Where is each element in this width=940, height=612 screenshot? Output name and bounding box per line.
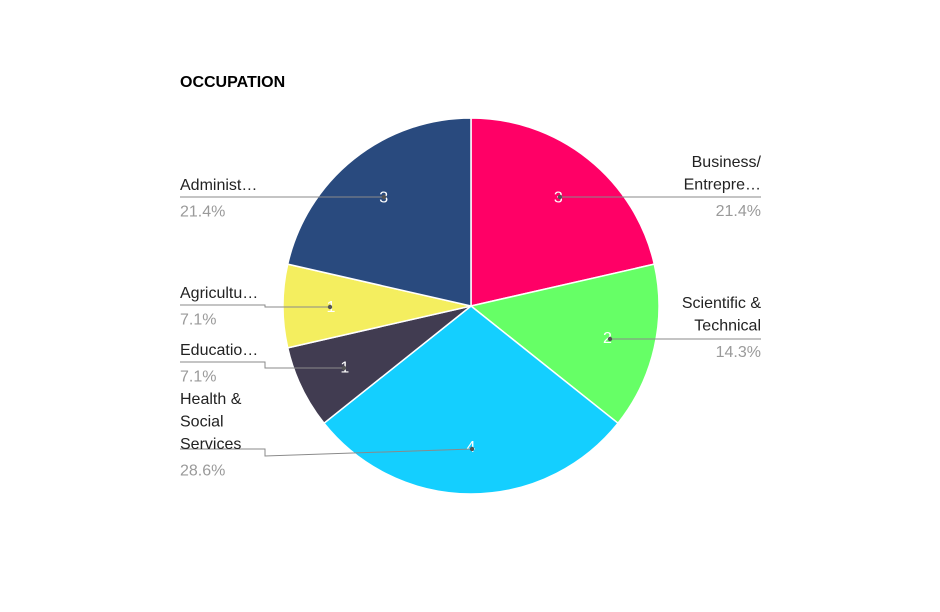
leader-dot: [381, 194, 387, 200]
leader-dot: [469, 446, 475, 452]
leader-lines: [180, 194, 761, 457]
percent-label: 7.1%: [180, 312, 216, 329]
category-label: Agricultu…: [180, 285, 258, 302]
category-label: Administ…: [180, 177, 257, 194]
slice-labels: Business/Entrepre… 21.4% Scientific & Techn…: [180, 154, 762, 480]
slice-value-label: 2: [603, 330, 612, 347]
leader-dot: [327, 304, 333, 310]
percent-label: 21.4%: [716, 203, 761, 220]
leader-dot: [607, 336, 613, 342]
percent-label: 28.6%: [180, 463, 225, 480]
category-label: Educatio…: [180, 342, 258, 359]
pie-slice: [470, 117, 656, 307]
pie-slice: [469, 263, 660, 425]
leader-line: [180, 304, 330, 308]
percent-label: 7.1%: [180, 369, 216, 386]
percent-label: 14.3%: [716, 344, 761, 361]
category-label: Scientific &: [682, 295, 761, 312]
percent-label: 21.4%: [180, 204, 225, 221]
leader-line: [180, 361, 344, 369]
category-label: Business/: [692, 154, 762, 171]
pie-slice: [286, 117, 472, 307]
category-label: Health &: [180, 391, 242, 408]
leader-line: [180, 448, 473, 457]
leader-dot: [557, 194, 563, 200]
pie-slices: 324113: [282, 117, 660, 495]
leader-dot: [341, 365, 347, 371]
category-label: Services: [180, 436, 241, 453]
category-label: Entrepre…: [684, 177, 761, 194]
category-label: Technical: [694, 318, 761, 335]
category-label: Social: [180, 414, 224, 431]
chart-title: OCCUPATION: [180, 74, 285, 91]
pie-slice: [322, 305, 620, 495]
